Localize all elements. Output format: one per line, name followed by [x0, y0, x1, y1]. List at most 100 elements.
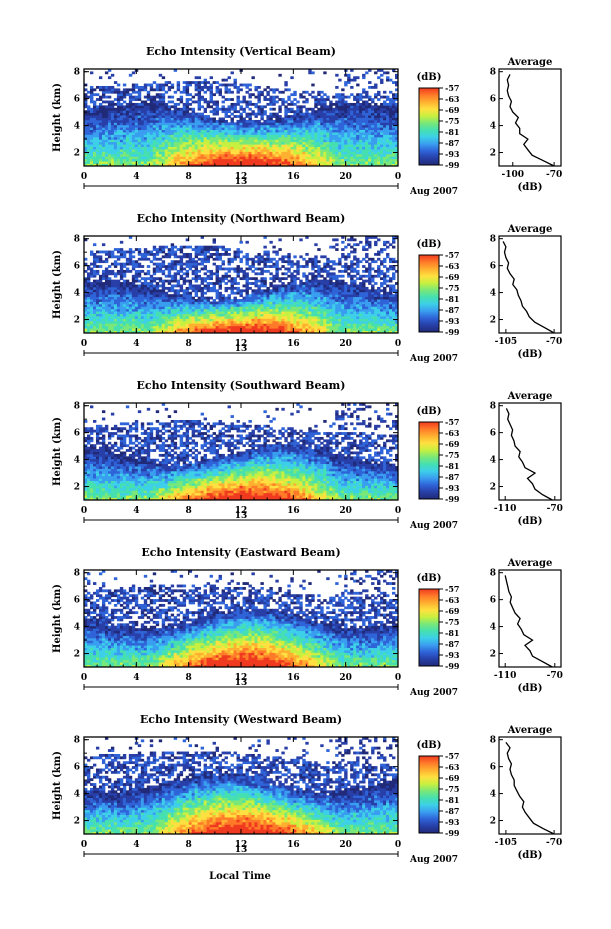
- heatmap-cell: [290, 303, 294, 307]
- heatmap-cell: [242, 156, 246, 160]
- heatmap-cell: [167, 289, 172, 293]
- heatmap-cell: [329, 161, 333, 164]
- heatmap-cell: [149, 311, 154, 314]
- heatmap-cell: [308, 158, 312, 162]
- heatmap-cell: [176, 289, 181, 293]
- heatmap-cell: [260, 289, 264, 293]
- heatmap-cell: [203, 301, 208, 305]
- heatmap-cell: [257, 90, 261, 94]
- heatmap-cell: [128, 308, 133, 312]
- heatmap-cell: [164, 303, 169, 307]
- heatmap-cell: [107, 289, 112, 293]
- heatmap-cell: [146, 95, 151, 99]
- heatmap-cell: [92, 112, 97, 116]
- heatmap-cell: [395, 328, 399, 331]
- heatmap-cell: [101, 313, 106, 317]
- heatmap-cell: [326, 156, 330, 160]
- heatmap-cell: [98, 303, 103, 307]
- heatmap-cell: [317, 156, 321, 160]
- heatmap-cell: [167, 110, 172, 114]
- heatmap-cell: [260, 161, 264, 164]
- heatmap-cell: [374, 105, 378, 109]
- heatmap-cell: [125, 289, 130, 293]
- heatmap-cell: [104, 149, 109, 152]
- heatmap-cell: [218, 136, 222, 140]
- heatmap-cell: [323, 161, 327, 164]
- heatmap-cell: [128, 100, 133, 104]
- heatmap-cell: [386, 306, 390, 310]
- heatmap-cell: [182, 311, 187, 314]
- heatmap-cell: [218, 153, 222, 157]
- heatmap-cell: [386, 330, 390, 334]
- heatmap-cell: [131, 141, 136, 145]
- heatmap-cell: [113, 88, 118, 92]
- heatmap-cell: [365, 105, 369, 109]
- heatmap-cell: [275, 316, 279, 319]
- heatmap-cell: [377, 311, 381, 314]
- heatmap-cell: [266, 320, 270, 324]
- heatmap-cell: [320, 136, 324, 140]
- heatmap-cell: [84, 328, 88, 331]
- heatmap-cell: [236, 134, 240, 138]
- heatmap-cell: [344, 311, 348, 314]
- heatmap-cell: [89, 306, 94, 310]
- heatmap-cell: [314, 318, 318, 322]
- heatmap-cell: [212, 117, 216, 121]
- heatmap-cell: [299, 156, 303, 160]
- heatmap-cell: [134, 325, 139, 329]
- heatmap-cell: [110, 318, 115, 322]
- heatmap-cell: [260, 325, 264, 329]
- heatmap-cell: [266, 141, 270, 145]
- heatmap-cell: [284, 291, 288, 295]
- heatmap-cell: [167, 149, 172, 152]
- heatmap-cell: [92, 306, 97, 310]
- heatmap-cell: [383, 71, 387, 75]
- heatmap-cell: [320, 153, 324, 157]
- heatmap-cell: [347, 161, 351, 164]
- heatmap-cell: [344, 323, 348, 327]
- heatmap-cell: [386, 158, 390, 162]
- heatmap-cell: [293, 134, 297, 138]
- heatmap-cell: [89, 100, 94, 104]
- heatmap-cell: [341, 124, 345, 128]
- heatmap-cell: [281, 316, 285, 319]
- heatmap-cell: [131, 163, 136, 167]
- heatmap-cell: [272, 132, 276, 135]
- heatmap-cell: [197, 119, 202, 123]
- heatmap-cell: [200, 95, 205, 99]
- heatmap-cell: [350, 311, 354, 314]
- heatmap-cell: [377, 156, 381, 160]
- heatmap-cell: [236, 306, 240, 310]
- heatmap-cell: [164, 294, 169, 298]
- heatmap-cell: [380, 141, 384, 145]
- heatmap-cell: [137, 90, 142, 94]
- heatmap-cell: [320, 299, 324, 302]
- heatmap-cell: [311, 134, 315, 138]
- heatmap-cell: [146, 139, 151, 143]
- heatmap-cell: [326, 308, 330, 312]
- heatmap-cell: [185, 83, 190, 87]
- heatmap-cell: [386, 117, 390, 121]
- heatmap-cell: [84, 163, 88, 167]
- heatmap-cell: [86, 296, 91, 300]
- heatmap-cell: [146, 289, 151, 293]
- heatmap-cell: [215, 100, 219, 104]
- heatmap-cell: [209, 129, 213, 133]
- heatmap-cell: [287, 153, 291, 157]
- heatmap-cell: [182, 301, 187, 305]
- heatmap-cell: [311, 313, 315, 317]
- heatmap-cell: [353, 161, 357, 164]
- heatmap-cell: [155, 330, 160, 334]
- heatmap-cell: [395, 105, 399, 109]
- heatmap-cell: [299, 330, 303, 334]
- heatmap-cell: [170, 289, 175, 293]
- heatmap-cell: [230, 136, 234, 140]
- heatmap-cell: [104, 299, 109, 302]
- heatmap-cell: [335, 119, 339, 123]
- heatmap-cell: [164, 139, 169, 143]
- heatmap-cell: [95, 136, 100, 140]
- heatmap-cell: [323, 153, 327, 157]
- heatmap-cell: [155, 289, 160, 293]
- heatmap-cell: [119, 144, 124, 147]
- heatmap-cell: [317, 328, 321, 331]
